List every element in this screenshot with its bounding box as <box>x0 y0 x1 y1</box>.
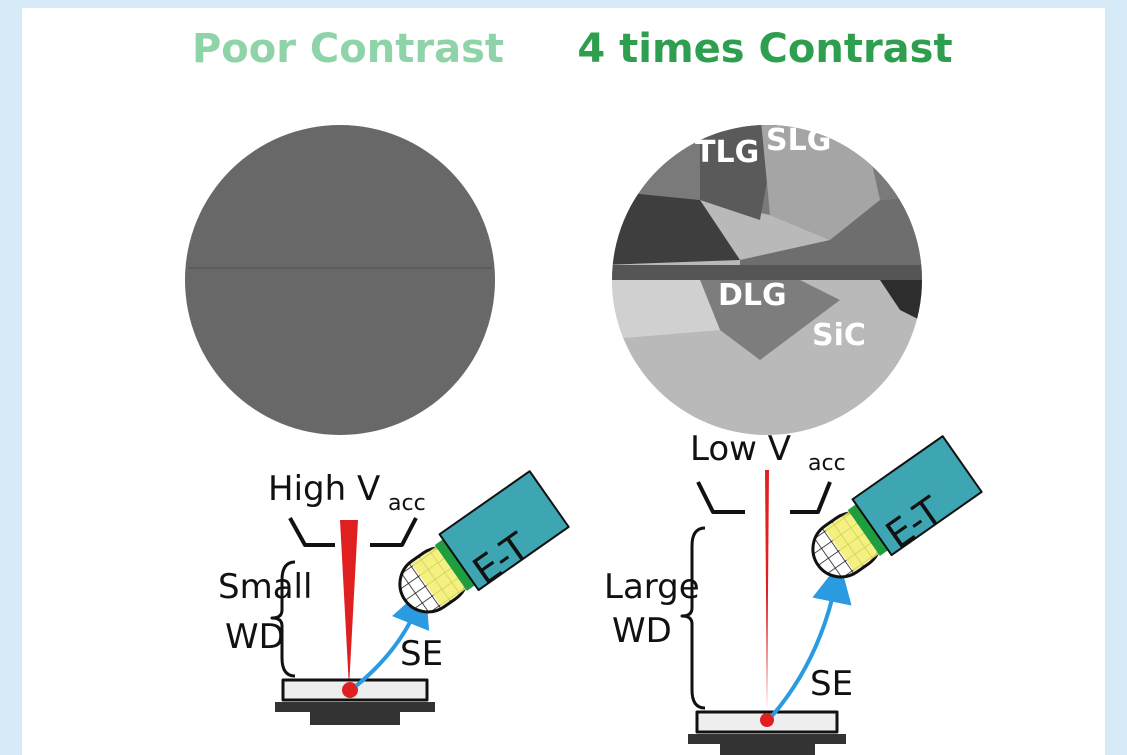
voltage-label: High V <box>268 469 380 509</box>
region-label: DLG <box>718 278 787 313</box>
wd-label: Large <box>604 567 700 607</box>
wd-label: WD <box>225 617 285 657</box>
region-label: SiC <box>812 318 866 353</box>
setup-right <box>680 435 983 755</box>
voltage-label: Low V <box>690 429 791 469</box>
title: 4 times Contrast <box>577 26 952 72</box>
title: Poor Contrast <box>192 26 504 72</box>
wd-label: WD <box>612 611 672 651</box>
voltage-subscript: acc <box>388 491 426 516</box>
panel-bg <box>22 8 1105 755</box>
voltage-subscript: acc <box>808 451 846 476</box>
signal-label: SE <box>810 664 853 704</box>
region-label: TLG <box>695 135 759 170</box>
setup-left <box>270 470 570 725</box>
region-label: SLG <box>766 123 831 158</box>
signal-label: SE <box>400 634 443 674</box>
wd-label: Small <box>218 567 312 607</box>
sem-image-poor <box>185 125 495 435</box>
